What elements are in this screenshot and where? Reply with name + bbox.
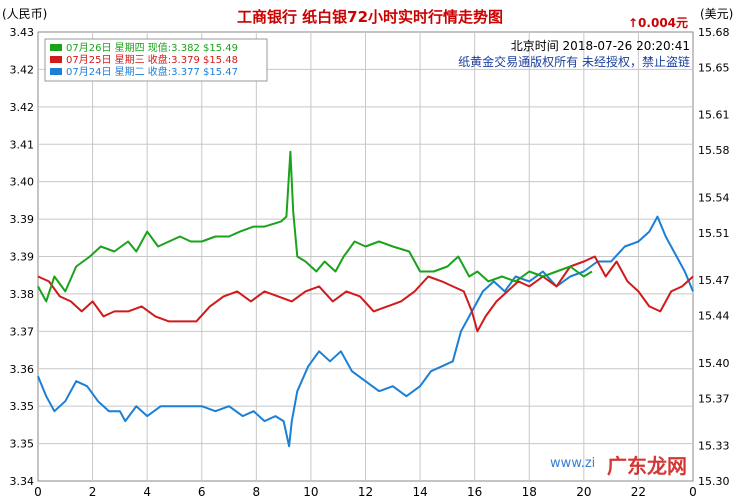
y2-tick-label: 15.51	[698, 227, 730, 240]
y-tick-label: 3.38	[10, 288, 35, 301]
series-line	[37, 150, 593, 303]
y-tick-label: 3.36	[10, 363, 35, 376]
y2-tick-label: 15.30	[698, 475, 730, 488]
series-line	[37, 255, 694, 333]
x-tick-label: 20	[576, 485, 591, 499]
right-unit-label: (美元)	[700, 7, 733, 21]
y-tick-label: 3.42	[10, 101, 35, 114]
y2-tick-label: 15.37	[698, 392, 730, 405]
x-tick-label: 6	[198, 485, 206, 499]
y-tick-label: 3.42	[10, 63, 35, 76]
y-tick-label: 3.35	[10, 400, 35, 413]
x-tick-label: 16	[467, 485, 482, 499]
y2-tick-label: 15.54	[698, 191, 730, 204]
x-tick-label: 8	[253, 485, 261, 499]
legend-box	[44, 38, 268, 82]
change-indicator: ↑0.004元	[628, 16, 688, 30]
watermark-url: www.zi	[550, 456, 595, 471]
legend-swatch	[50, 44, 62, 51]
y-tick-label: 3.37	[10, 325, 35, 338]
y-tick-label: 3.34	[10, 475, 35, 488]
legend-label: 07月26日 星期四 现值:3.382 $15.49	[66, 41, 238, 54]
x-tick-label: 0	[34, 485, 42, 499]
legend-swatch	[50, 68, 62, 75]
y2-tick-label: 15.33	[698, 440, 730, 453]
y2-tick-label: 15.47	[698, 274, 730, 287]
legend-swatch	[50, 56, 62, 63]
chart-title: 工商银行 纸白银72小时实时行情走势图	[237, 8, 503, 26]
y2-tick-label: 15.44	[698, 310, 730, 323]
left-unit-label: (人民币)	[2, 7, 47, 21]
x-tick-label: 4	[143, 485, 151, 499]
legend-label: 07月25日 星期三 收盘:3.379 $15.48	[66, 53, 238, 66]
y-tick-label: 3.39	[10, 251, 35, 264]
copyright-text: 纸黄金交易通版权所有 未经授权，禁止盗链	[458, 54, 690, 69]
y-tick-label: 3.40	[10, 176, 35, 189]
y2-tick-label: 15.58	[698, 144, 730, 157]
chart-grid	[37, 31, 694, 482]
y2-tick-label: 15.40	[698, 357, 730, 370]
y-tick-label: 3.43	[10, 26, 35, 39]
x-tick-label: 2	[89, 485, 97, 499]
x-tick-label: 0	[689, 485, 697, 499]
watermark-logo: 广东龙网	[607, 454, 687, 478]
x-tick-label: 10	[303, 485, 318, 499]
x-tick-label: 22	[631, 485, 646, 499]
x-tick-label: 12	[358, 485, 373, 499]
y2-tick-label: 15.68	[698, 26, 730, 39]
x-tick-label: 14	[412, 485, 427, 499]
series-line	[37, 215, 694, 448]
y-tick-label: 3.41	[10, 138, 35, 151]
y2-tick-label: 15.61	[698, 109, 730, 122]
y-tick-label: 3.39	[10, 213, 35, 226]
chart-series	[37, 150, 694, 448]
y2-tick-label: 15.65	[698, 61, 730, 74]
chart-axes: 0 2 4 6 8 10 12 14 16 18 20 22 03.343.353.353.363.37…	[10, 26, 730, 499]
legend-label: 07月24日 星期二 收盘:3.377 $15.47	[66, 65, 238, 78]
y-tick-label: 3.35	[10, 438, 35, 451]
x-tick-label: 18	[522, 485, 537, 499]
timestamp-text: 北京时间 2018-07-26 20:20:41	[511, 39, 690, 53]
